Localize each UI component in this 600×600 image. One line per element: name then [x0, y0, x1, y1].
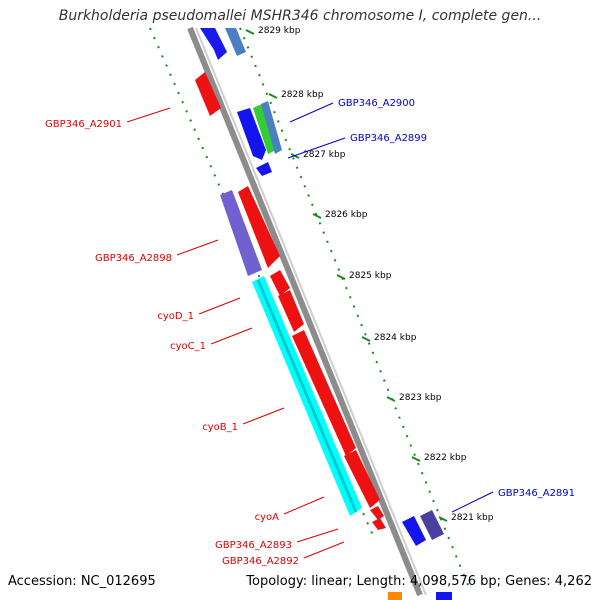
ruler-tick-label: 2823 kbp — [399, 393, 442, 403]
gene-label-leader — [283, 496, 325, 515]
ruler-tick-label: 2827 kbp — [303, 150, 346, 160]
gene-label[interactable]: GBP346_A2899 — [350, 133, 427, 144]
ruler-tick-label: 2825 kbp — [349, 271, 392, 281]
ruler-tick-label: 2824 kbp — [374, 333, 417, 343]
ruler-ticks: 2829 kbp 2828 kbp 2827 kbp 2826 kbp 2825 kbp… — [245, 26, 494, 523]
gene-bottom-orange[interactable] — [388, 592, 402, 600]
gene-cyoB_1-shade — [256, 279, 358, 513]
ruler-tick-label: 2821 kbp — [451, 513, 494, 523]
gene-label[interactable]: cyoB_1 — [202, 422, 238, 433]
gene-GBP346_A2891-dark[interactable] — [420, 510, 444, 540]
gene-label-leader — [289, 102, 334, 123]
gene-label[interactable]: cyoC_1 — [170, 341, 206, 352]
gene-GBP346_A2892[interactable] — [372, 518, 386, 530]
chromosome-backbone-highlight — [195, 27, 427, 596]
gene-label-leader — [242, 407, 285, 425]
gene-GBP346_A2900[interactable] — [253, 104, 276, 154]
gene-label-leader — [303, 541, 345, 559]
gene-cyoD_1[interactable] — [270, 270, 290, 296]
chromosome-backbone — [187, 26, 423, 597]
gene-GBP346_A2891[interactable] — [402, 516, 426, 546]
gene-label[interactable]: GBP346_A2891 — [498, 488, 575, 499]
gene-label-leader — [126, 107, 171, 123]
ruler-tick-mark — [245, 29, 255, 35]
ruler-tick-mark — [386, 396, 396, 402]
ruler-tick-label: 2828 kbp — [281, 90, 324, 100]
ruler-tick-mark — [312, 213, 322, 219]
gene-top-steelblue[interactable] — [225, 28, 246, 56]
gene-red-large[interactable] — [238, 186, 280, 268]
gene-GBP346_A2899[interactable] — [256, 162, 272, 176]
gene-cyoA[interactable] — [344, 450, 380, 508]
gene-bottom-blue[interactable] — [436, 592, 452, 600]
gene-label-leader — [176, 239, 219, 256]
ruler-tick-mark — [336, 274, 346, 280]
gene-label[interactable]: GBP346_A2893 — [215, 540, 292, 551]
gene-label[interactable]: GBP346_A2898 — [95, 253, 172, 264]
gene-blue-1[interactable] — [237, 108, 266, 160]
gene-label-leader — [210, 327, 253, 345]
accession-text: Accession: NC_012695 — [8, 574, 156, 589]
gene-red-long[interactable] — [292, 330, 356, 456]
topology-text: Topology: linear; Length: 4,098,576 bp; … — [246, 574, 592, 589]
ruler-tick-label: 2829 kbp — [258, 26, 301, 36]
gene-GBP346_A2898[interactable] — [220, 190, 262, 276]
gene-label[interactable]: GBP346_A2900 — [338, 98, 415, 109]
gene-label[interactable]: cyoD_1 — [157, 311, 194, 322]
gene-label[interactable]: GBP346_A2901 — [45, 119, 122, 130]
gene-cyoC_1[interactable] — [278, 290, 304, 332]
ruler-tick-mark — [268, 93, 278, 99]
map-title: Burkholderia pseudomallei MSHR346 chromo… — [58, 8, 542, 24]
gene-labels: GBP346_A2901 GBP346_A2900 GBP346_A2899 GBP3… — [45, 98, 575, 567]
gene-GBP346_A2899-steel[interactable] — [261, 101, 282, 154]
gene-label-leader — [451, 491, 494, 513]
ruler-tick-mark — [361, 336, 371, 342]
gene-GBP346_A2901[interactable] — [195, 72, 221, 116]
gene-label[interactable]: GBP346_A2892 — [222, 556, 299, 567]
ruler-tick-mark — [438, 516, 448, 522]
ruler-tick-label: 2826 kbp — [325, 210, 368, 220]
right-dotted-ruler — [239, 27, 471, 591]
gene-label-leader — [296, 528, 339, 543]
gene-label[interactable]: cyoA — [255, 512, 280, 523]
gene-top-blue[interactable] — [200, 28, 227, 60]
gene-label-leader — [287, 137, 346, 159]
ruler-tick-mark — [411, 456, 421, 462]
gene-label-leader — [198, 297, 241, 315]
gene-GBP346_A2893[interactable] — [370, 506, 384, 520]
ruler-tick-label: 2822 kbp — [424, 453, 467, 463]
